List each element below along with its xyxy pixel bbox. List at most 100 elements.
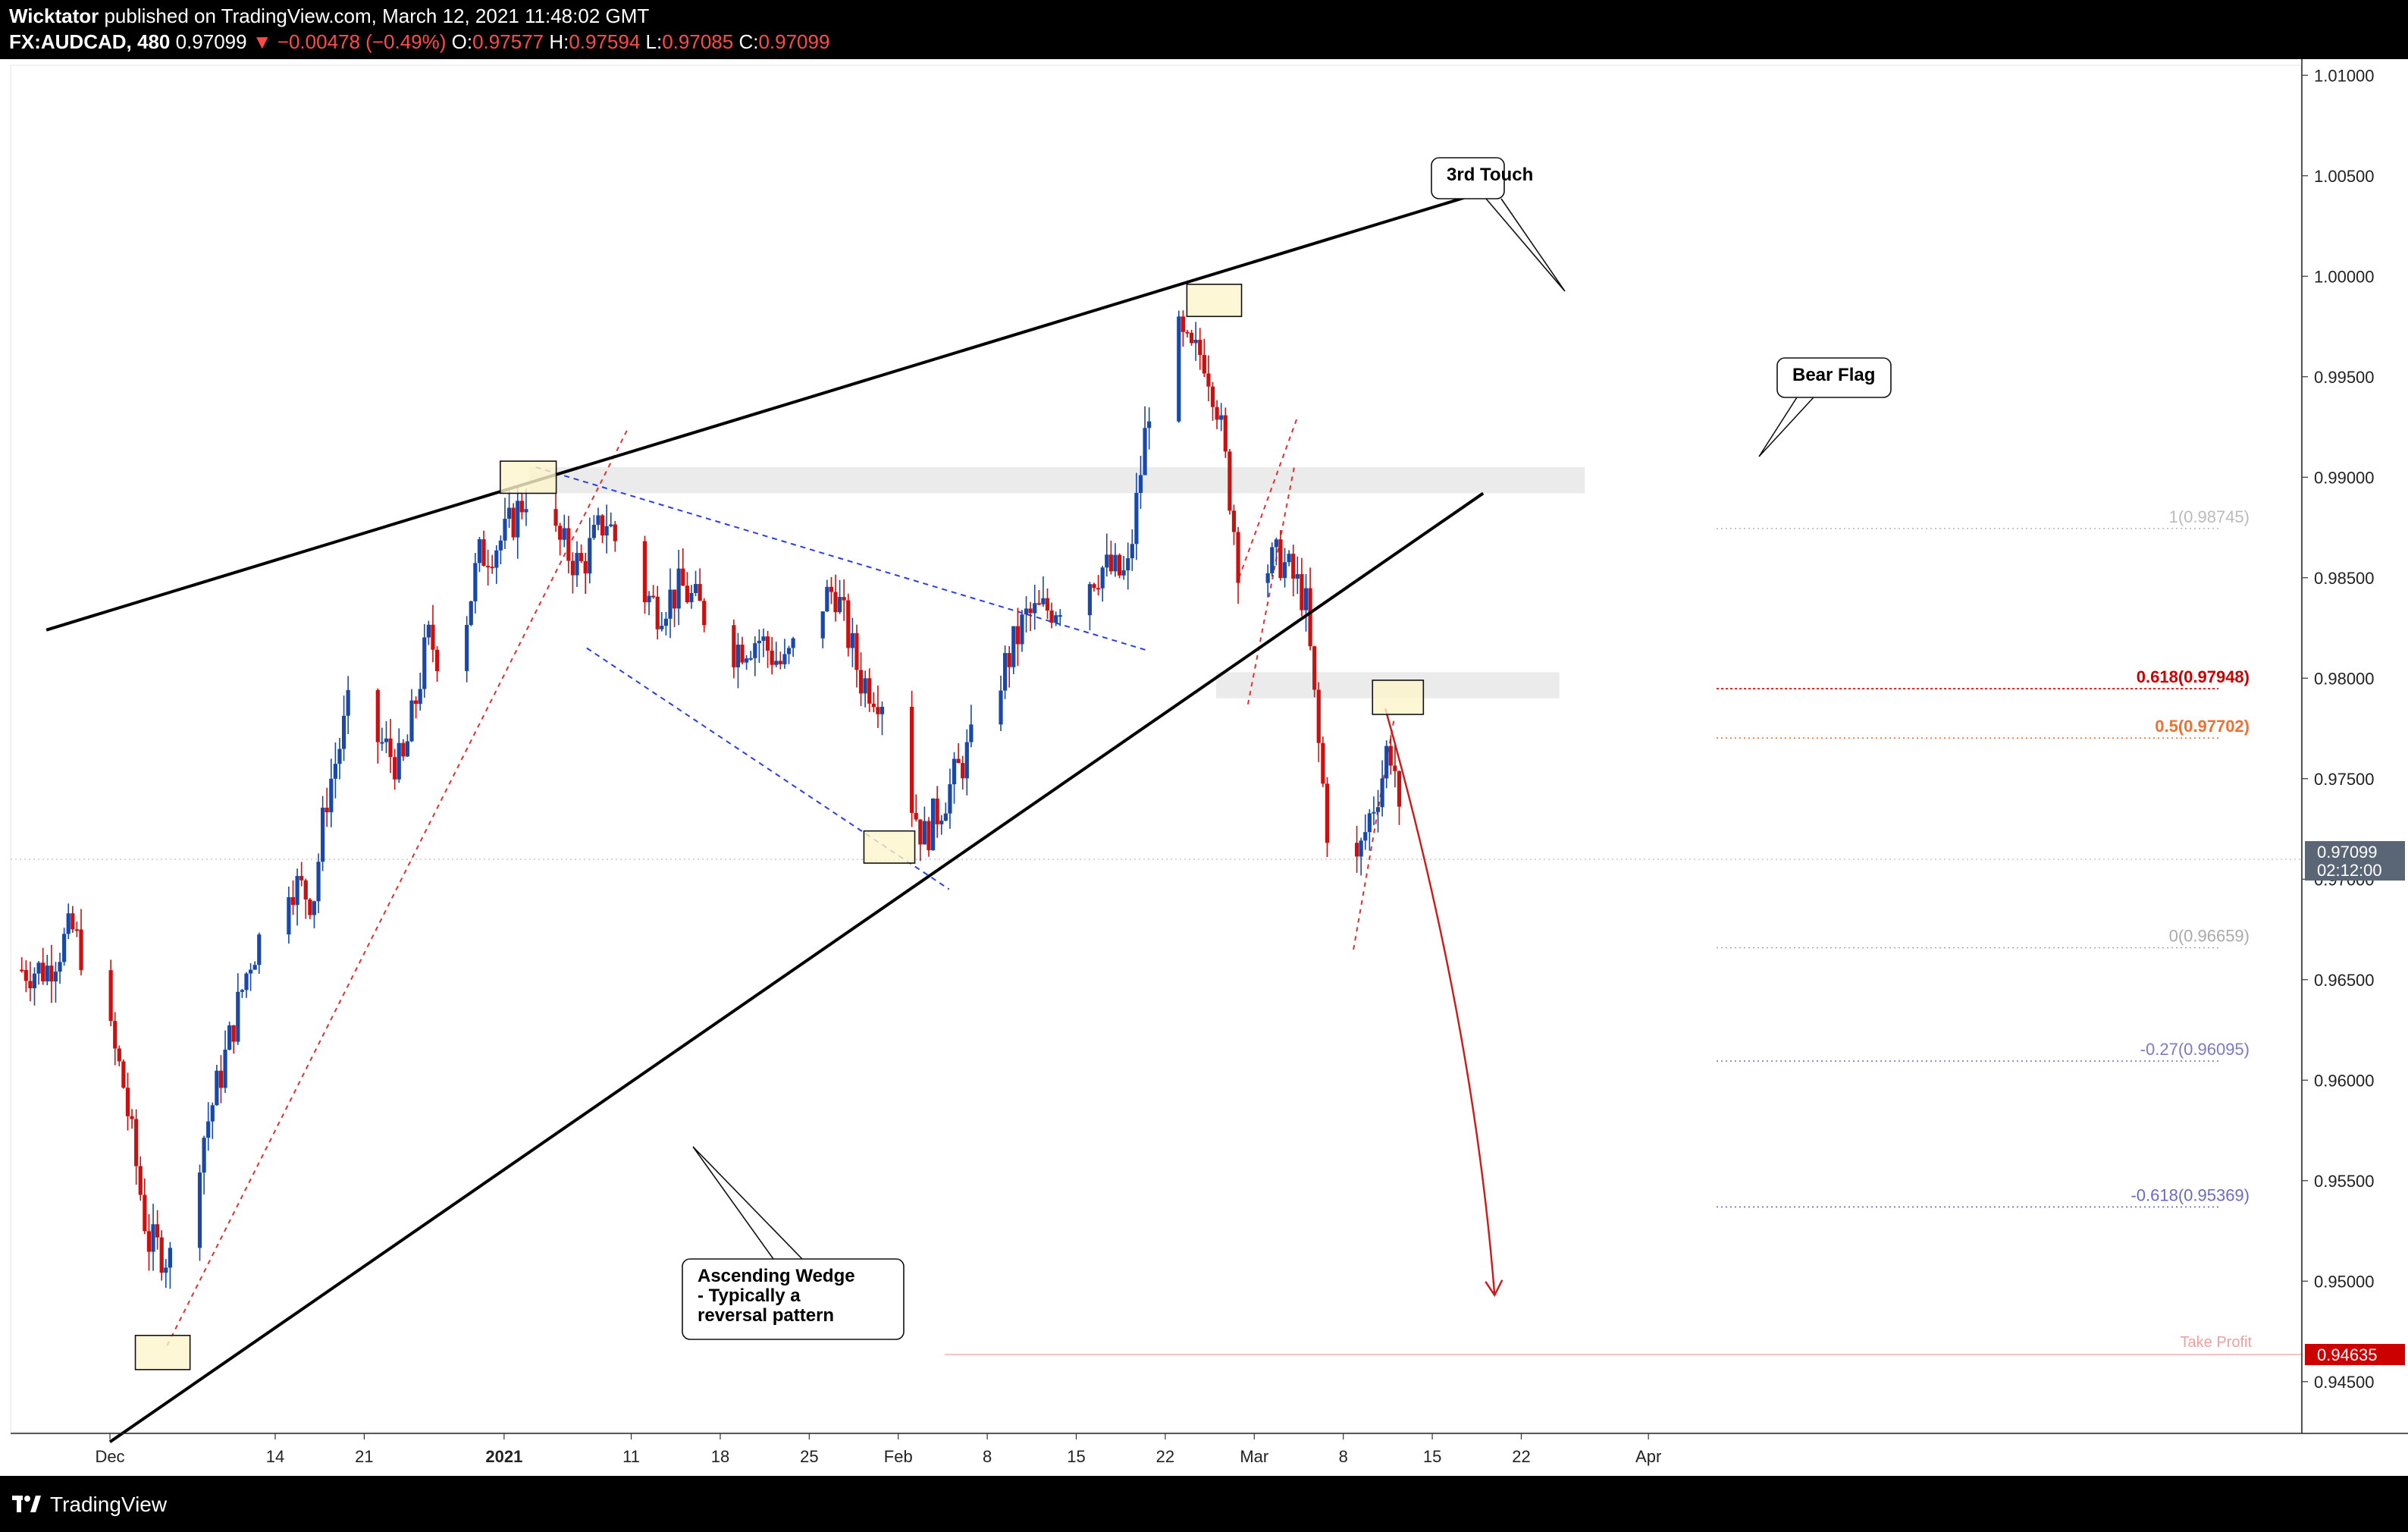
candle-body bbox=[125, 1088, 130, 1116]
candle-body bbox=[1189, 332, 1194, 344]
candle-body bbox=[579, 553, 584, 561]
candle-body bbox=[121, 1061, 126, 1088]
bear-flag-upper-line[interactable] bbox=[1238, 416, 1299, 579]
candle-body bbox=[575, 553, 579, 576]
candle-body bbox=[1015, 626, 1020, 645]
time-axis-label: 25 bbox=[800, 1447, 818, 1466]
candle-body bbox=[939, 821, 944, 824]
candle-body bbox=[168, 1248, 172, 1268]
bear-flag-callout-text: Bear Flag bbox=[1792, 365, 1875, 385]
wedge-callout-box bbox=[682, 1258, 905, 1340]
time-axis-label: 2021 bbox=[485, 1447, 522, 1466]
highlight-box[interactable] bbox=[500, 460, 557, 494]
candle-body bbox=[829, 586, 834, 592]
candle-body bbox=[642, 541, 647, 603]
highlight-box[interactable] bbox=[134, 1335, 191, 1370]
candle-body bbox=[329, 778, 334, 812]
open-label: O: bbox=[451, 30, 473, 53]
candle-body bbox=[871, 703, 876, 708]
candle-body bbox=[952, 758, 957, 785]
candle-body bbox=[566, 528, 571, 561]
candle-body bbox=[1363, 832, 1368, 841]
candle-body bbox=[668, 589, 673, 619]
channel-lower-line[interactable] bbox=[586, 647, 950, 890]
chart-pane[interactable] bbox=[10, 64, 2302, 1433]
last-price-tag[interactable] bbox=[2305, 841, 2405, 881]
highlight-box[interactable] bbox=[1186, 284, 1243, 318]
candle-body bbox=[155, 1224, 160, 1238]
candle-body bbox=[380, 742, 384, 744]
projection-arrow[interactable] bbox=[1384, 708, 1496, 1295]
candle-body bbox=[1388, 746, 1393, 766]
candle-body bbox=[405, 741, 410, 757]
candle-body bbox=[591, 524, 596, 538]
candle-body bbox=[1287, 554, 1291, 563]
candle-body bbox=[1282, 562, 1287, 579]
candle-body bbox=[143, 1195, 147, 1232]
bear-flag-lower-line[interactable] bbox=[1246, 463, 1296, 705]
candle-body bbox=[1372, 812, 1376, 814]
bear-flag-callout-pointer bbox=[1758, 397, 1814, 457]
fib-level-label: 0.618(0.97948) bbox=[2137, 667, 2250, 686]
publish-info: Wicktator published on TradingView.com, … bbox=[9, 5, 649, 28]
price-chart[interactable]: Take Profit 1(0.98745) 0.618(0.97948) 0.5(… bbox=[0, 59, 2408, 1476]
symbol-label[interactable]: FX:AUDCAD, 480 bbox=[9, 30, 171, 53]
candle-body bbox=[41, 962, 45, 981]
highlight-box[interactable] bbox=[863, 830, 916, 864]
candle-body bbox=[164, 1267, 168, 1273]
candle-body bbox=[146, 1231, 152, 1252]
candle-body bbox=[388, 738, 393, 758]
impulse-line[interactable] bbox=[166, 426, 630, 1346]
wedge-lower-line[interactable] bbox=[108, 491, 1485, 1443]
time-axis-label: Dec bbox=[95, 1447, 124, 1466]
symbol-info: FX:AUDCAD, 480 0.97099 ▼ −0.00478 (−0.49… bbox=[9, 30, 829, 54]
third-touch-callout[interactable]: 3rd Touch bbox=[1431, 157, 1566, 292]
candle-body bbox=[956, 758, 961, 764]
candle-body bbox=[240, 990, 245, 992]
candle-body bbox=[74, 929, 79, 931]
candle-body bbox=[1024, 608, 1029, 615]
brand-name[interactable]: TradingView bbox=[50, 1493, 168, 1516]
wedge-callout-text: - Typically a bbox=[698, 1286, 801, 1306]
candle-body bbox=[62, 934, 67, 962]
candle-body bbox=[1033, 603, 1037, 614]
channel-upper-line[interactable] bbox=[535, 466, 1147, 651]
candle-body bbox=[465, 624, 469, 671]
author-name[interactable]: Wicktator bbox=[9, 5, 99, 27]
candle-body bbox=[1228, 451, 1232, 511]
bear-flag-callout[interactable]: Bear Flag bbox=[1758, 357, 1892, 457]
time-axis-label: 15 bbox=[1423, 1447, 1441, 1466]
low-value: 0.97085 bbox=[662, 30, 734, 53]
candle-body bbox=[1219, 415, 1224, 420]
candle-body bbox=[66, 913, 71, 934]
candle-body bbox=[1036, 603, 1041, 605]
candle-body bbox=[346, 689, 350, 716]
candle-body bbox=[761, 636, 766, 641]
candle-body bbox=[202, 1138, 206, 1173]
candle-body bbox=[409, 700, 414, 742]
candle-body bbox=[791, 638, 795, 648]
tradingview-logo-icon[interactable] bbox=[12, 1493, 41, 1515]
time-axis-label: 22 bbox=[1156, 1447, 1174, 1466]
take-profit-tag[interactable] bbox=[2305, 1343, 2405, 1365]
wedge-upper-line[interactable] bbox=[45, 194, 1471, 632]
candle-body bbox=[1143, 428, 1147, 476]
candle-body bbox=[494, 550, 499, 568]
candle-body bbox=[825, 586, 829, 612]
candle-body bbox=[1113, 554, 1118, 572]
candle-body bbox=[1231, 510, 1237, 532]
candle-body bbox=[1049, 611, 1054, 623]
candle-body bbox=[943, 813, 948, 821]
candle-body bbox=[562, 528, 566, 540]
highlight-box[interactable] bbox=[1372, 680, 1425, 715]
candle-body bbox=[757, 640, 761, 644]
close-label: C: bbox=[738, 30, 759, 53]
candle-body bbox=[197, 1173, 202, 1248]
candle-body bbox=[1087, 584, 1093, 616]
candle-body bbox=[689, 592, 694, 603]
candle-body bbox=[1295, 573, 1300, 579]
candle-body bbox=[426, 624, 431, 638]
candle-body bbox=[117, 1048, 121, 1062]
candle-body bbox=[1121, 570, 1126, 576]
